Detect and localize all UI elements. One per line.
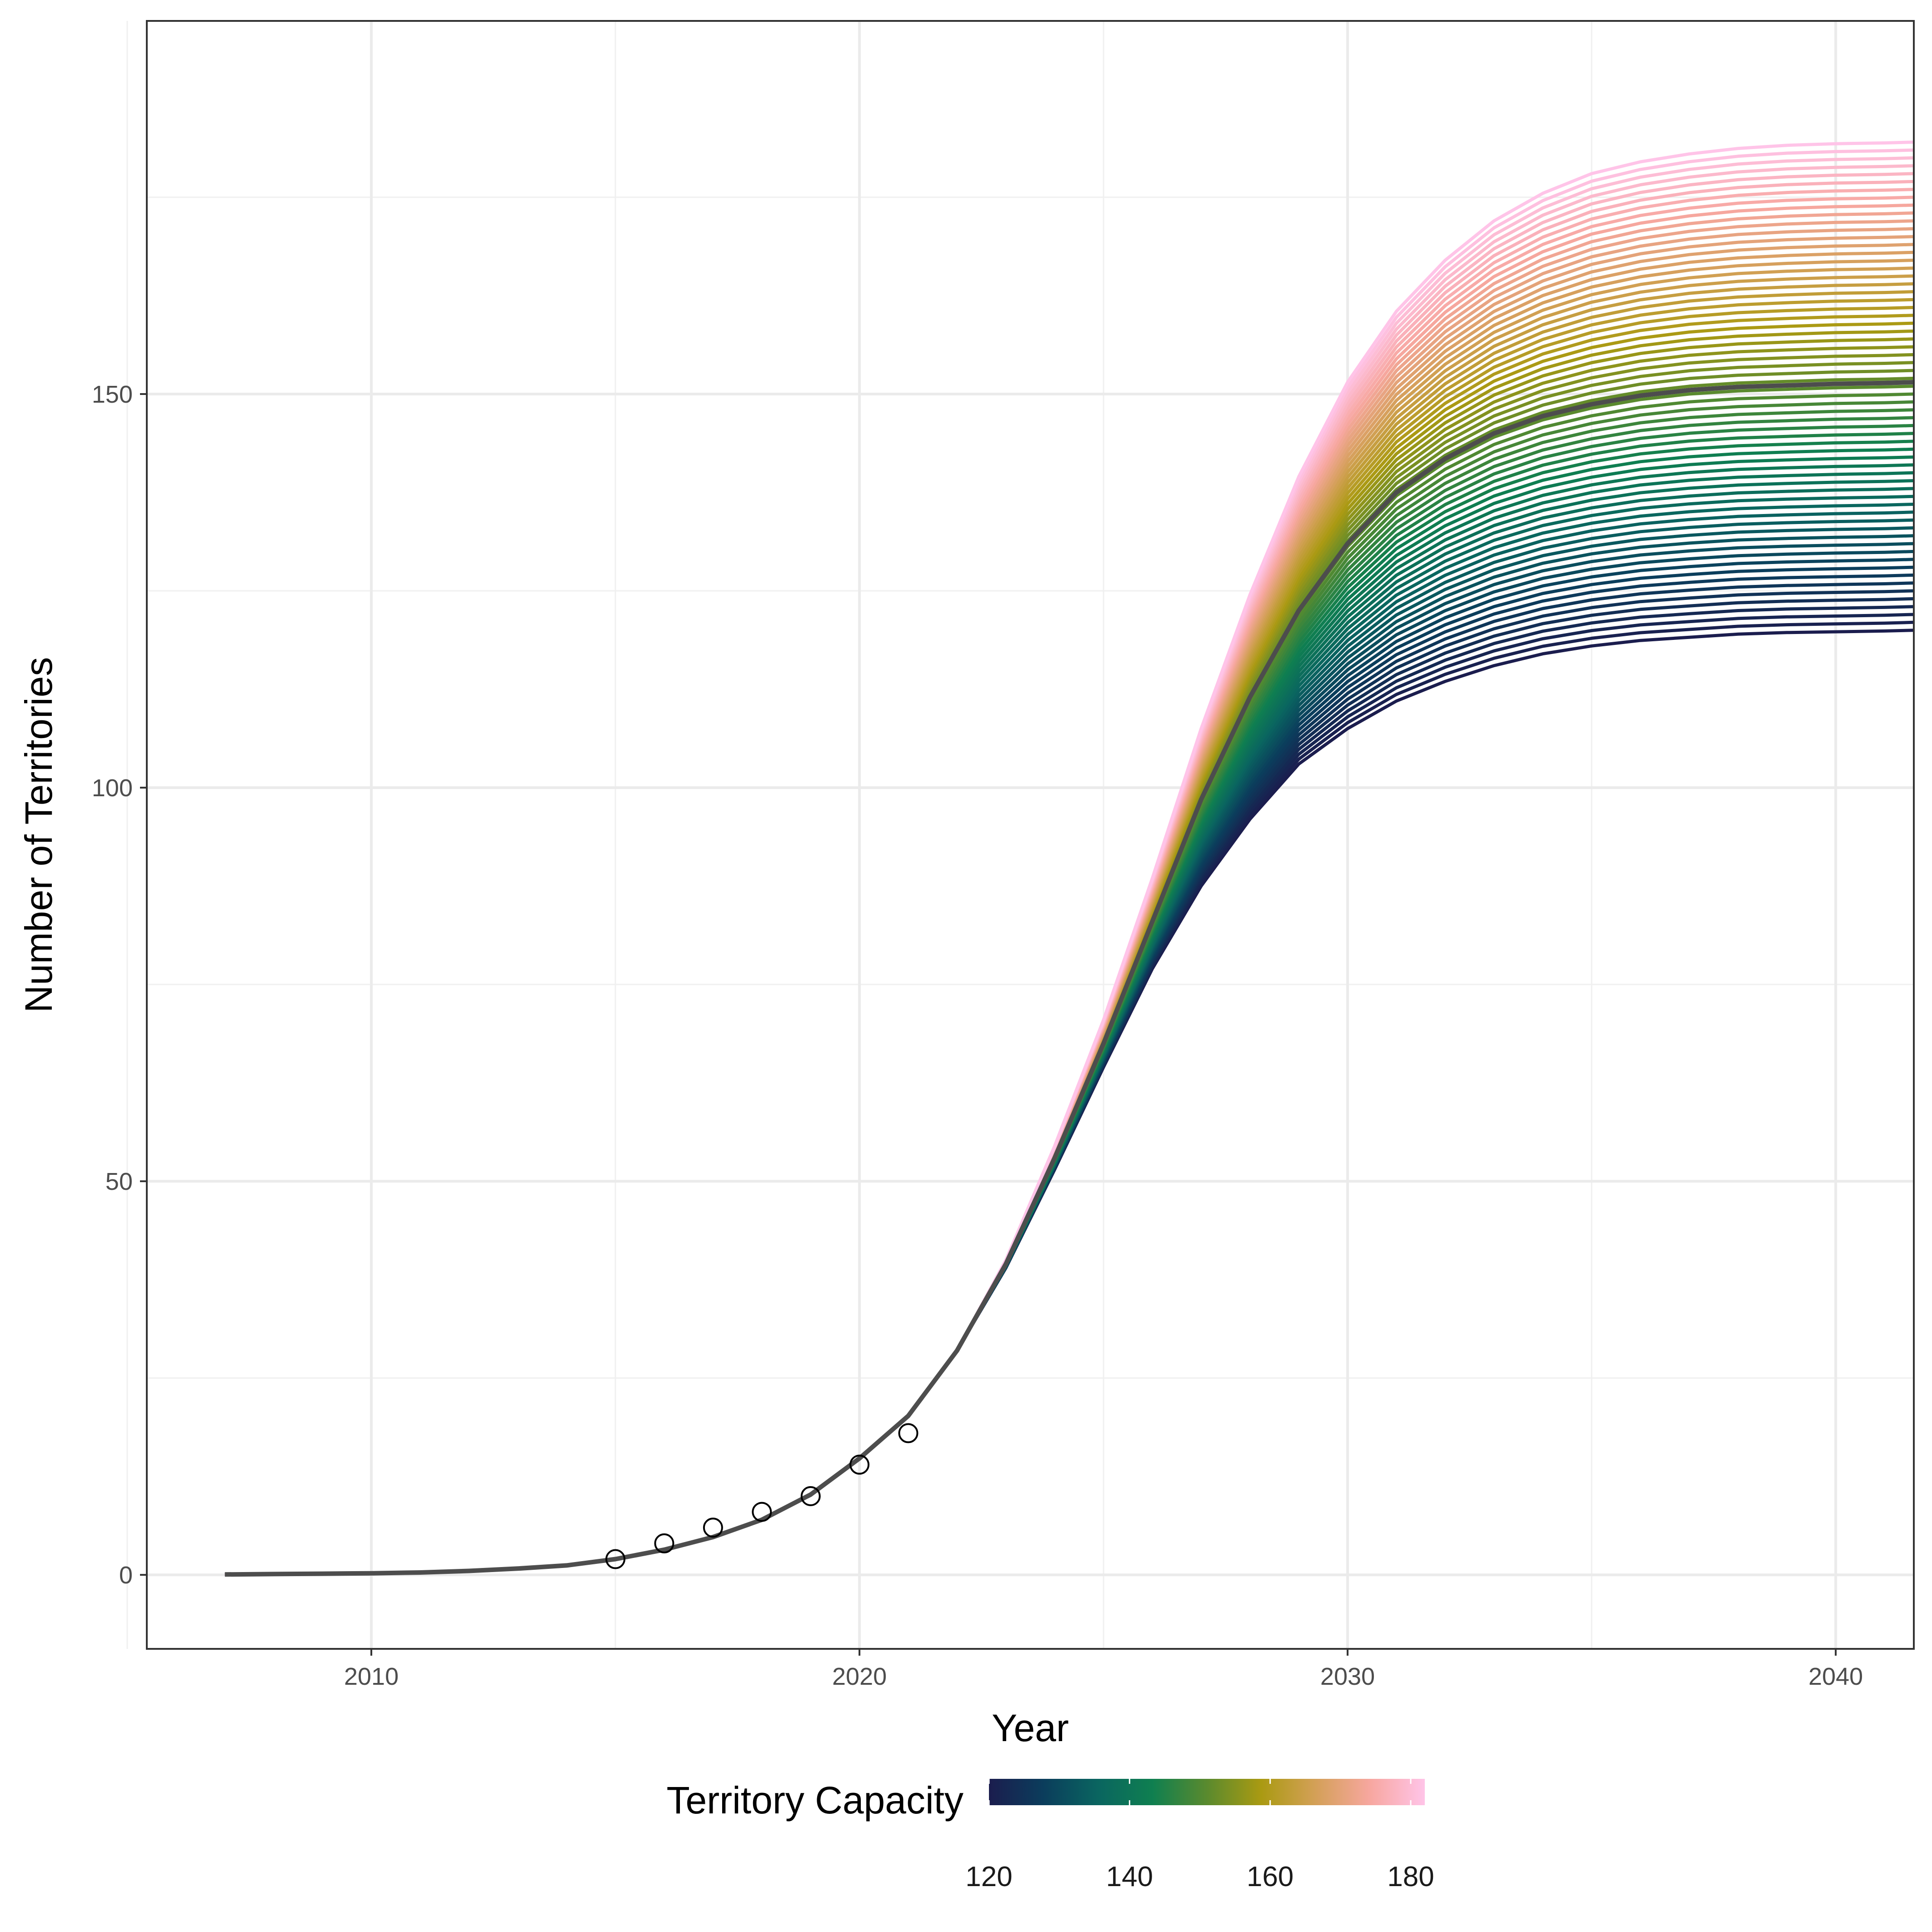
x-tick-label: 2010 bbox=[344, 1663, 399, 1690]
observed-point bbox=[898, 1423, 919, 1443]
y-tick-label: 50 bbox=[105, 1168, 133, 1195]
observed-point bbox=[752, 1502, 772, 1522]
x-tick-label: 2040 bbox=[1808, 1663, 1863, 1690]
colorbar bbox=[989, 1779, 1425, 1805]
plot-border bbox=[146, 20, 1915, 1650]
colorbar-tick-label: 180 bbox=[1387, 1861, 1434, 1892]
colorbar-ticks: 120 140 160 180 bbox=[965, 1779, 1434, 1892]
observed-points bbox=[605, 1423, 919, 1569]
colorbar-legend: Territory Capacity 120 140 160 180 bbox=[666, 1779, 1434, 1892]
y-tick-label: 100 bbox=[92, 774, 133, 802]
y-axis: 0 50 100 150 bbox=[92, 381, 147, 1589]
observed-point bbox=[605, 1549, 626, 1569]
colorbar-tick-label: 120 bbox=[965, 1861, 1012, 1892]
y-tick-label: 150 bbox=[92, 381, 133, 408]
plot-background bbox=[147, 21, 1914, 1649]
x-tick-label: 2030 bbox=[1320, 1663, 1375, 1690]
highlighted-series-line bbox=[225, 380, 1914, 1577]
x-axis-title: Year bbox=[992, 1707, 1069, 1749]
colorbar-tick-label: 140 bbox=[1106, 1861, 1153, 1892]
legend-title: Territory Capacity bbox=[666, 1779, 964, 1822]
highlighted-series bbox=[225, 380, 1914, 1577]
y-tick-label: 0 bbox=[119, 1562, 133, 1589]
colorbar-tick-label: 160 bbox=[1247, 1861, 1293, 1892]
observed-point bbox=[654, 1533, 674, 1553]
minor-gridlines bbox=[126, 21, 1914, 1649]
observed-point bbox=[703, 1518, 723, 1538]
x-tick-label: 2020 bbox=[832, 1663, 887, 1690]
y-axis-title: Number of Territories bbox=[17, 657, 60, 1013]
observed-point bbox=[800, 1486, 821, 1506]
observed-point bbox=[849, 1454, 870, 1475]
x-axis: 2010 2020 2030 2040 bbox=[344, 1649, 1863, 1690]
